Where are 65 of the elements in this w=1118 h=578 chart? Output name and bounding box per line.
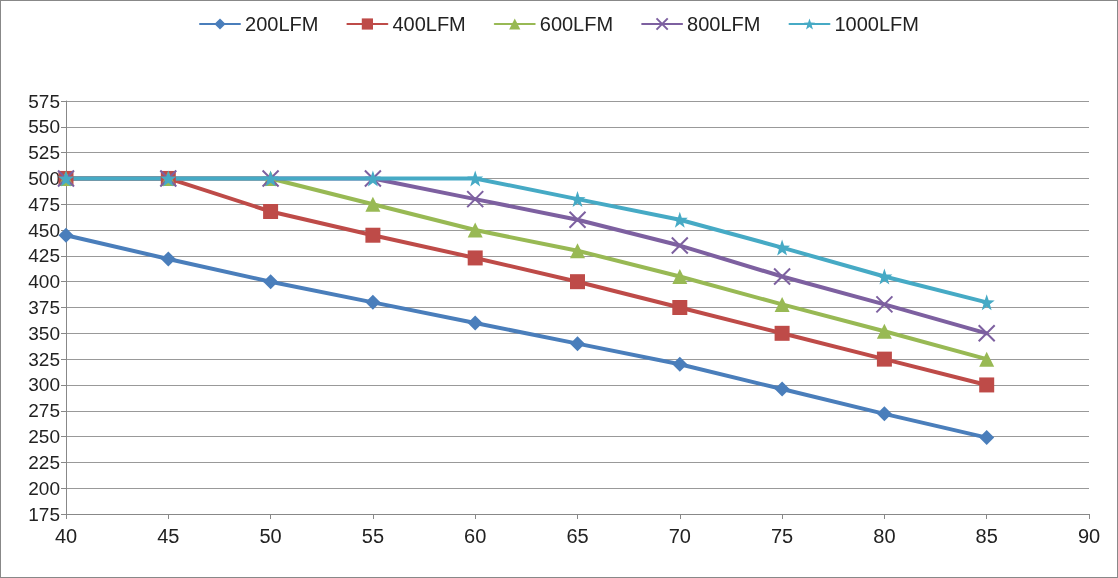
legend-label: 200LFM — [245, 13, 319, 35]
x-tick-label: 85 — [975, 525, 998, 547]
point — [774, 381, 790, 397]
y-tick-label: 275 — [28, 400, 60, 422]
y-tick-label: 475 — [28, 193, 60, 215]
y-tick-label: 325 — [28, 348, 60, 370]
y-tick-label: 200 — [28, 477, 60, 499]
point — [876, 351, 892, 367]
point — [672, 269, 688, 285]
y-tick-label: 575 — [28, 90, 60, 112]
point — [570, 274, 585, 290]
y-tick-label: 425 — [28, 245, 60, 267]
point — [160, 251, 176, 267]
point — [568, 210, 587, 229]
point — [570, 243, 585, 259]
legend-label: 1000LFM — [834, 13, 919, 35]
x-tick-label: 65 — [566, 525, 589, 547]
point — [467, 222, 483, 238]
y-tick-label: 450 — [28, 219, 60, 241]
point — [774, 296, 790, 312]
legend-label: 800LFM — [687, 13, 761, 35]
point — [876, 323, 892, 339]
x-tick-label: 70 — [668, 525, 691, 547]
y-tick-label: 250 — [28, 426, 60, 448]
point — [467, 170, 484, 187]
y-tick-label: 350 — [28, 322, 60, 344]
legend-label: 600LFM — [539, 13, 614, 35]
x-tick-label: 60 — [464, 525, 487, 547]
point — [672, 356, 688, 372]
y-tick-label: 175 — [28, 503, 60, 525]
y-tick-label: 375 — [28, 297, 60, 318]
y-tick-label: 300 — [28, 374, 60, 396]
y-tick-label: 525 — [28, 142, 60, 164]
point — [979, 351, 995, 367]
point — [774, 325, 790, 341]
point — [875, 295, 894, 314]
point — [773, 267, 792, 286]
y-tick-label: 400 — [28, 271, 60, 293]
x-tick-label: 55 — [361, 525, 385, 547]
point — [58, 227, 74, 243]
x-tick-label: 40 — [54, 525, 78, 547]
point — [263, 274, 279, 290]
point — [467, 315, 483, 331]
point — [365, 227, 381, 243]
point — [979, 430, 995, 446]
x-tick-label: 90 — [1077, 525, 1101, 547]
legend-label: 400LFM — [392, 13, 466, 35]
x-tick-label: 80 — [873, 525, 896, 547]
point — [365, 294, 381, 310]
point — [570, 336, 585, 352]
point — [876, 406, 892, 422]
y-tick-label: 225 — [28, 451, 60, 473]
x-tick-label: 50 — [259, 525, 282, 547]
x-tick-label: 75 — [770, 525, 794, 547]
point — [466, 190, 485, 209]
y-tick-label: 500 — [28, 167, 60, 189]
y-tick-label: 550 — [28, 116, 60, 138]
point — [467, 250, 483, 266]
x-tick-label: 45 — [157, 525, 180, 547]
point — [670, 236, 689, 255]
point — [263, 203, 279, 219]
point — [977, 324, 996, 343]
point — [979, 377, 995, 393]
point — [672, 300, 688, 315]
point — [365, 196, 381, 212]
